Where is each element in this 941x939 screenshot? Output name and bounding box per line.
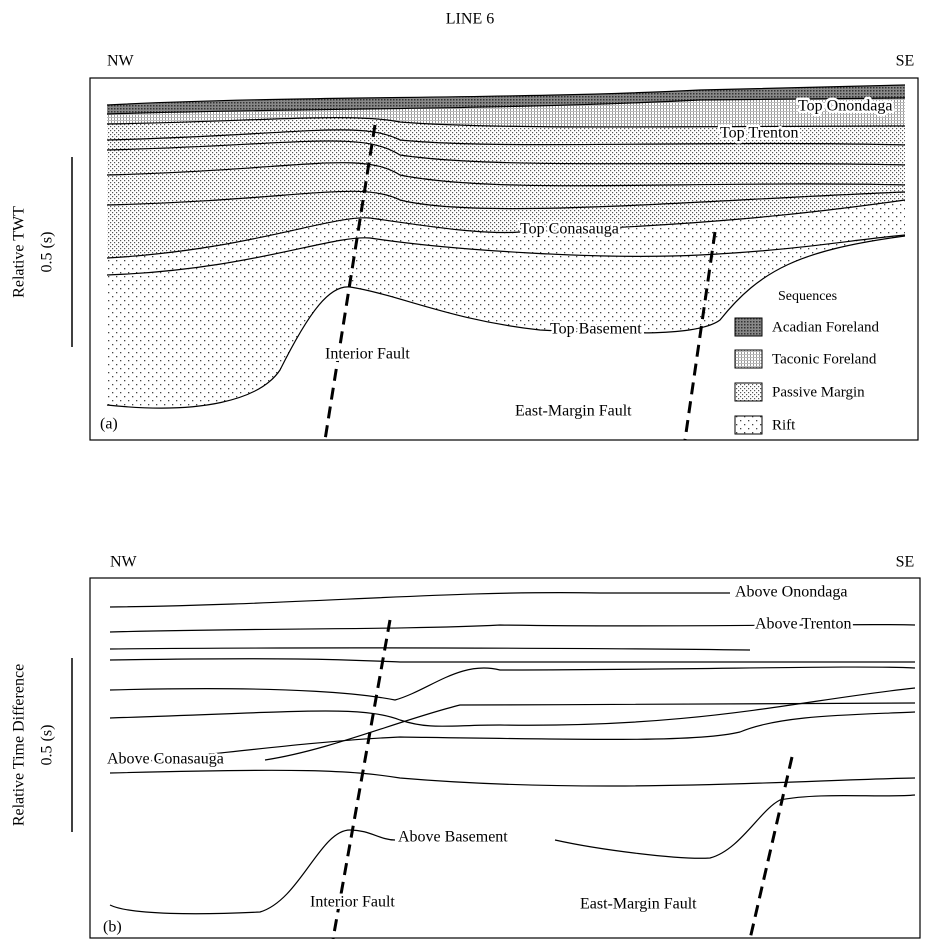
- horizon-label: Top Onondaga: [798, 98, 892, 115]
- horizon-label: Above Onondaga: [735, 584, 847, 601]
- horizon-label: Top Basement: [550, 321, 642, 338]
- scale-label: 0.5 (s): [39, 232, 56, 273]
- legend-title: Sequences: [778, 289, 837, 304]
- legend-label: Passive Margin: [772, 384, 865, 400]
- title: LINE 6: [446, 11, 494, 28]
- horizon-label: Above Conasauga: [107, 751, 224, 768]
- legend: Sequences Acadian Foreland Taconic Forel…: [734, 289, 880, 435]
- fault-label: Interior Fault: [325, 346, 410, 363]
- scale-label: 0.5 (s): [39, 725, 56, 766]
- legend-swatch: [734, 382, 763, 402]
- horizon-label: Top Conasauga: [520, 221, 619, 238]
- panel-frame: [89, 77, 919, 441]
- legend-label: Acadian Foreland: [772, 319, 880, 335]
- horizon-label: Above Basement: [398, 829, 508, 846]
- fault-label: East-Margin Fault: [580, 896, 697, 913]
- panel-frame: [89, 577, 921, 939]
- legend-label: Rift: [772, 417, 796, 433]
- horizon-label: Top Trenton: [720, 125, 798, 142]
- end-label: NW: [110, 554, 138, 571]
- horizon-label: Above Trenton: [755, 616, 851, 633]
- fault-label: Interior Fault: [310, 894, 395, 911]
- fault-label: East-Margin Fault: [515, 403, 632, 420]
- panel-label: (b): [103, 919, 122, 936]
- legend-swatch: [734, 317, 763, 337]
- legend-swatch: [734, 349, 763, 369]
- end-label: SE: [896, 53, 915, 70]
- end-label: NW: [107, 53, 135, 70]
- section: [109, 592, 916, 939]
- axis-label: Relative TWT: [11, 206, 28, 298]
- panel-label: (a): [100, 416, 118, 433]
- end-label: SE: [896, 554, 915, 571]
- section: [106, 84, 918, 440]
- axis-label: Relative Time Difference: [11, 664, 28, 826]
- legend-label: Taconic Foreland: [772, 351, 877, 367]
- legend-swatch: [734, 415, 763, 435]
